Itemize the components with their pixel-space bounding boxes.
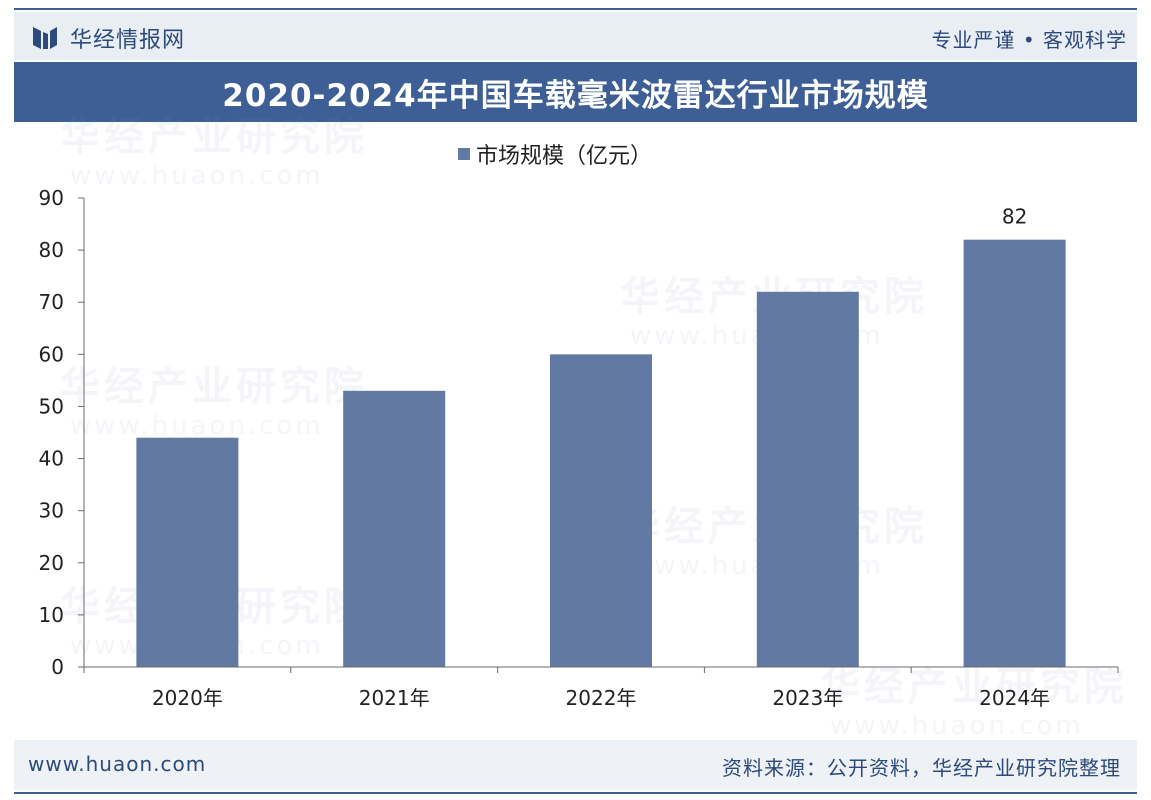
bar-2024年[interactable] bbox=[963, 239, 1066, 667]
watermark-url: www.huaon.com bbox=[830, 711, 1084, 741]
chart-title: 2020-2024年中国车载毫米波雷达行业市场规模 bbox=[222, 77, 929, 114]
y-tick-label: 60 bbox=[39, 342, 64, 366]
bar-2023年[interactable] bbox=[756, 291, 859, 667]
legend-swatch bbox=[458, 148, 470, 160]
x-tick-label: 2022年 bbox=[566, 686, 637, 710]
slogan: 专业严谨 • 客观科学 bbox=[931, 28, 1127, 52]
huajing-logo-icon bbox=[33, 27, 57, 49]
y-tick-label: 20 bbox=[39, 551, 64, 575]
header-bar: 华经情报网 专业严谨 • 客观科学 bbox=[14, 12, 1137, 60]
bar-2020年[interactable] bbox=[136, 437, 239, 667]
x-tick-label: 2023年 bbox=[772, 686, 843, 710]
footer-bar: www.huaon.com 资料来源：公开资料，华经产业研究院整理 bbox=[14, 740, 1137, 790]
watermark-text: 华经产业研究院 bbox=[60, 114, 368, 160]
y-tick-label: 70 bbox=[39, 290, 64, 314]
y-tick-label: 0 bbox=[51, 655, 64, 679]
y-tick-label: 80 bbox=[39, 238, 64, 262]
legend-label: 市场规模（亿元） bbox=[476, 144, 652, 169]
x-tick-label: 2020年 bbox=[152, 686, 223, 710]
y-tick-label: 50 bbox=[39, 394, 64, 418]
watermark-text: 华经产业研究院 bbox=[820, 664, 1128, 710]
y-tick-label: 30 bbox=[39, 499, 64, 523]
y-tick-label: 40 bbox=[39, 447, 64, 471]
title-bar: 2020-2024年中国车载毫米波雷达行业市场规模 bbox=[14, 62, 1137, 122]
x-tick-label: 2024年 bbox=[979, 686, 1050, 710]
bar-2021年[interactable] bbox=[343, 390, 446, 667]
bar-2022年[interactable] bbox=[550, 354, 652, 667]
brand-name: 华经情报网 bbox=[70, 28, 186, 53]
bottom-rule bbox=[14, 792, 1137, 794]
brand: 华经情报网 bbox=[32, 22, 185, 54]
y-tick-label: 10 bbox=[39, 603, 64, 627]
top-rule bbox=[14, 8, 1137, 10]
y-tick-label: 90 bbox=[39, 186, 64, 210]
watermark-url: www.huaon.com bbox=[70, 161, 324, 191]
watermark-url: www.huaon.com bbox=[70, 411, 324, 441]
footer-url[interactable]: www.huaon.com bbox=[28, 752, 207, 776]
x-tick-label: 2021年 bbox=[359, 686, 430, 710]
watermark-text: 华经产业研究院 bbox=[60, 364, 368, 410]
footer-source: 资料来源：公开资料，华经产业研究院整理 bbox=[722, 756, 1121, 780]
data-label: 82 bbox=[1002, 205, 1027, 229]
